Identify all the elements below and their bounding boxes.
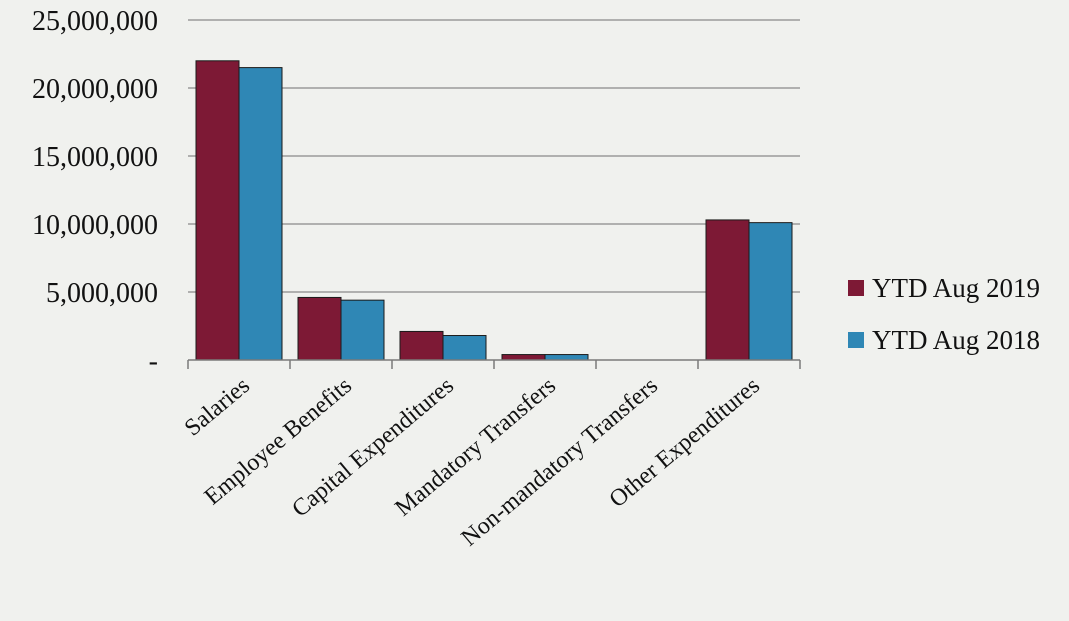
legend-label: YTD Aug 2018 — [872, 325, 1040, 355]
legend: YTD Aug 2019 YTD Aug 2018 — [848, 273, 1040, 355]
bars — [195, 60, 793, 361]
x-axis — [187, 359, 801, 369]
bar-2019 — [705, 219, 750, 361]
x-category-label: Non-mandatory Transfers — [457, 373, 663, 552]
bar-2019 — [297, 296, 342, 361]
y-tick-label: 10,000,000 — [32, 210, 158, 241]
y-tick-label: 20,000,000 — [32, 74, 158, 105]
y-tick-label: 15,000,000 — [32, 142, 158, 173]
y-tick-label: 5,000,000 — [46, 278, 158, 309]
legend-swatch — [848, 332, 864, 348]
bar-2019 — [195, 60, 240, 361]
bar-2019 — [399, 330, 444, 361]
gridlines — [188, 19, 800, 293]
legend-label: YTD Aug 2019 — [872, 273, 1040, 303]
y-tick-label: 25,000,000 — [32, 6, 158, 37]
bar-2018 — [748, 222, 793, 361]
bar-2018 — [544, 354, 589, 361]
bar-2018 — [238, 67, 283, 361]
x-category-label: Salaries — [180, 373, 255, 442]
bar-2018 — [340, 299, 385, 361]
bar-2019 — [501, 354, 546, 361]
y-axis-tick-labels: - 5,000,000 10,000,000 15,000,000 20,000,000… — [32, 6, 158, 377]
legend-swatch — [848, 280, 864, 296]
y-tick-label: - — [149, 346, 158, 377]
bar-2018 — [442, 335, 487, 361]
